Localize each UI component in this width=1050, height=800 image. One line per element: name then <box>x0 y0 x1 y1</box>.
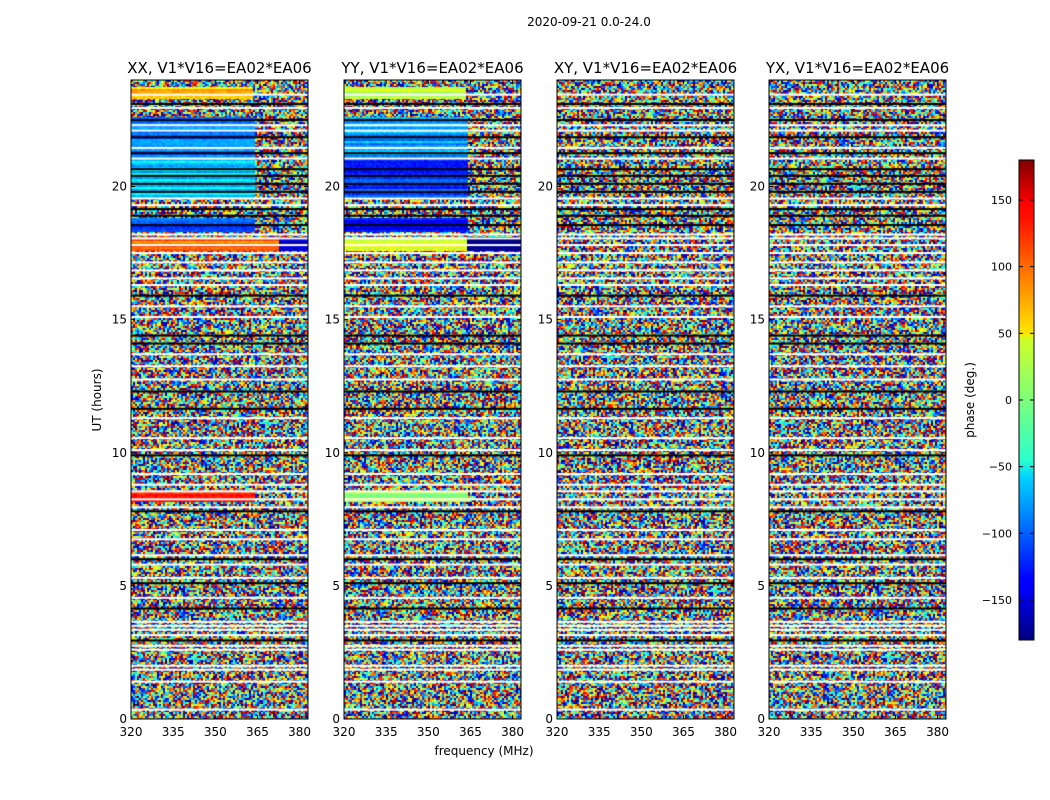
x-tick-label: 350 <box>630 725 653 739</box>
y-tick-label: 10 <box>538 446 553 460</box>
x-tick-label: 320 <box>546 725 569 739</box>
y-axis-label: UT (hours) <box>90 368 104 431</box>
y-tick-label: 20 <box>538 180 553 194</box>
y-tick-label: 5 <box>119 579 127 593</box>
colorbar-ticks: −150 −100 −50 0 50 100 150 <box>982 194 1034 607</box>
colorbar: −150 −100 −50 0 50 100 150 phase (deg.) <box>963 159 1035 641</box>
x-tick-label: 350 <box>417 725 440 739</box>
panel-yx: YX, V1*V16=EA02*EA06 320 335 350 365 380 0 5 10 1… <box>750 59 949 739</box>
x-tick-label: 335 <box>800 725 823 739</box>
x-tick-label: 335 <box>588 725 611 739</box>
x-tick-label: 320 <box>758 725 781 739</box>
y-tick-label: 5 <box>332 579 340 593</box>
x-tick-label: 380 <box>501 725 524 739</box>
x-tick-label: 335 <box>162 725 185 739</box>
y-tick-label: 15 <box>538 313 553 327</box>
figure-suptitle: 2020-09-21 0.0-24.0 <box>527 15 651 29</box>
panel-yy: YY, V1*V16=EA02*EA06 320 335 350 365 380 0 5 10 1… <box>325 59 524 739</box>
x-tick-label: 320 <box>333 725 356 739</box>
panel-frame <box>556 79 735 720</box>
colorbar-label: phase (deg.) <box>963 362 977 438</box>
y-tick-label: 10 <box>325 446 340 460</box>
panels-group: XX, V1*V16=EA02*EA06 320 335 350 365 380 0 5 10 1… <box>112 59 949 739</box>
x-tick-label: 350 <box>204 725 227 739</box>
x-tick-label: 365 <box>246 725 269 739</box>
x-axis-label: frequency (MHz) <box>434 744 533 758</box>
panel-frame <box>130 79 309 720</box>
x-tick-label: 335 <box>375 725 398 739</box>
y-tick-label: 15 <box>112 313 127 327</box>
colorbar-tick-label: −150 <box>982 594 1012 607</box>
panel-xx: XX, V1*V16=EA02*EA06 320 335 350 365 380 0 5 10 1… <box>112 59 312 739</box>
panel-title: XX, V1*V16=EA02*EA06 <box>127 59 311 77</box>
colorbar-tick-label: 100 <box>991 261 1012 274</box>
y-tick-label: 0 <box>545 712 553 726</box>
x-tick-label: 365 <box>459 725 482 739</box>
panel-title: YX, V1*V16=EA02*EA06 <box>765 59 949 77</box>
panel-frame <box>343 79 522 720</box>
y-tick-label: 15 <box>750 313 765 327</box>
x-tick-label: 380 <box>926 725 949 739</box>
colorbar-tick-label: −50 <box>989 461 1012 474</box>
y-tick-label: 15 <box>325 313 340 327</box>
panel-frame <box>768 79 947 720</box>
x-tick-label: 380 <box>288 725 311 739</box>
y-tick-label: 10 <box>112 446 127 460</box>
colorbar-tick-label: 0 <box>1005 394 1012 407</box>
y-tick-label: 20 <box>325 180 340 194</box>
y-tick-label: 0 <box>757 712 765 726</box>
panel-title: YY, V1*V16=EA02*EA06 <box>340 59 523 77</box>
x-tick-label: 365 <box>672 725 695 739</box>
phase-heatmap-yy <box>344 80 521 719</box>
colorbar-tick-label: 50 <box>998 327 1012 340</box>
x-tick-label: 320 <box>120 725 143 739</box>
y-tick-label: 10 <box>750 446 765 460</box>
x-tick-label: 365 <box>884 725 907 739</box>
y-tick-label: 20 <box>750 180 765 194</box>
phase-heatmap-xy <box>557 80 734 719</box>
y-tick-label: 20 <box>112 180 127 194</box>
panel-xy: XY, V1*V16=EA02*EA06 320 335 350 365 380 0 5 10 1… <box>538 59 737 739</box>
y-tick-label: 0 <box>119 712 127 726</box>
panel-title: XY, V1*V16=EA02*EA06 <box>554 59 737 77</box>
y-tick-label: 5 <box>545 579 553 593</box>
y-tick-label: 0 <box>332 712 340 726</box>
phase-heatmap-yx <box>769 80 946 719</box>
y-tick-label: 5 <box>757 579 765 593</box>
x-tick-label: 350 <box>842 725 865 739</box>
colorbar-tick-label: 150 <box>991 194 1012 207</box>
colorbar-tick-label: −100 <box>982 527 1012 540</box>
phase-heatmap-xx <box>131 80 308 719</box>
x-tick-label: 380 <box>714 725 737 739</box>
